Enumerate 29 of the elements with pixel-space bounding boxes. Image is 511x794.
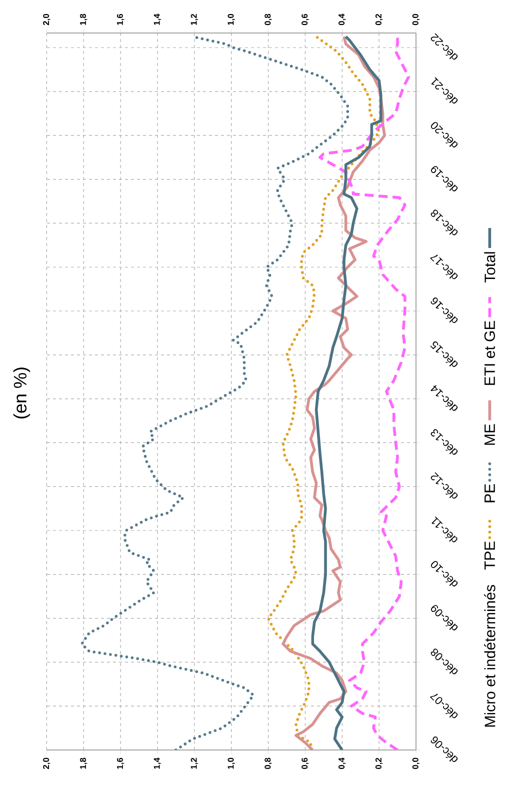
- x2-tick-label: 1,4: [154, 14, 162, 25]
- legend-label: PE: [484, 484, 495, 502]
- legend-label: ME: [484, 424, 495, 445]
- x-tick-label: 0,8: [264, 758, 272, 770]
- x2-tick-label: 2,0: [43, 14, 50, 26]
- x-tick-label: 1,8: [80, 758, 88, 769]
- x-tick-label: 0,0: [412, 758, 420, 770]
- x-tick-label: 0,2: [375, 758, 383, 770]
- x-tick-label: 0,6: [302, 758, 309, 770]
- x2-tick-label: 0,6: [302, 14, 309, 26]
- legend-label: Total: [484, 252, 496, 283]
- x-tick-label: 0,4: [338, 758, 346, 770]
- x-tick-label: 1,4: [154, 758, 162, 769]
- legend-title: Micro et indéterminés: [484, 584, 496, 727]
- text: (en %): [13, 368, 30, 418]
- legend-label: ETI et GE: [484, 320, 496, 385]
- x2-tick-label: 0,2: [375, 14, 383, 26]
- x-tick-label: 1,2: [190, 758, 198, 769]
- x2-tick-label: 0,0: [412, 14, 420, 26]
- legend-label: TPE: [484, 541, 495, 570]
- x-tick-label: 2,0: [43, 758, 50, 770]
- x2-tick-label: 1,8: [80, 14, 88, 25]
- x2-tick-label: 0,4: [338, 14, 346, 26]
- x-tick-label: 1,0: [228, 758, 235, 769]
- x2-tick-label: 1,2: [190, 14, 198, 25]
- x2-tick-label: 1,6: [116, 14, 124, 25]
- x-tick-label: 1,6: [116, 758, 124, 769]
- x2-tick-label: 1,0: [228, 14, 235, 25]
- x2-tick-label: 0,8: [264, 14, 272, 26]
